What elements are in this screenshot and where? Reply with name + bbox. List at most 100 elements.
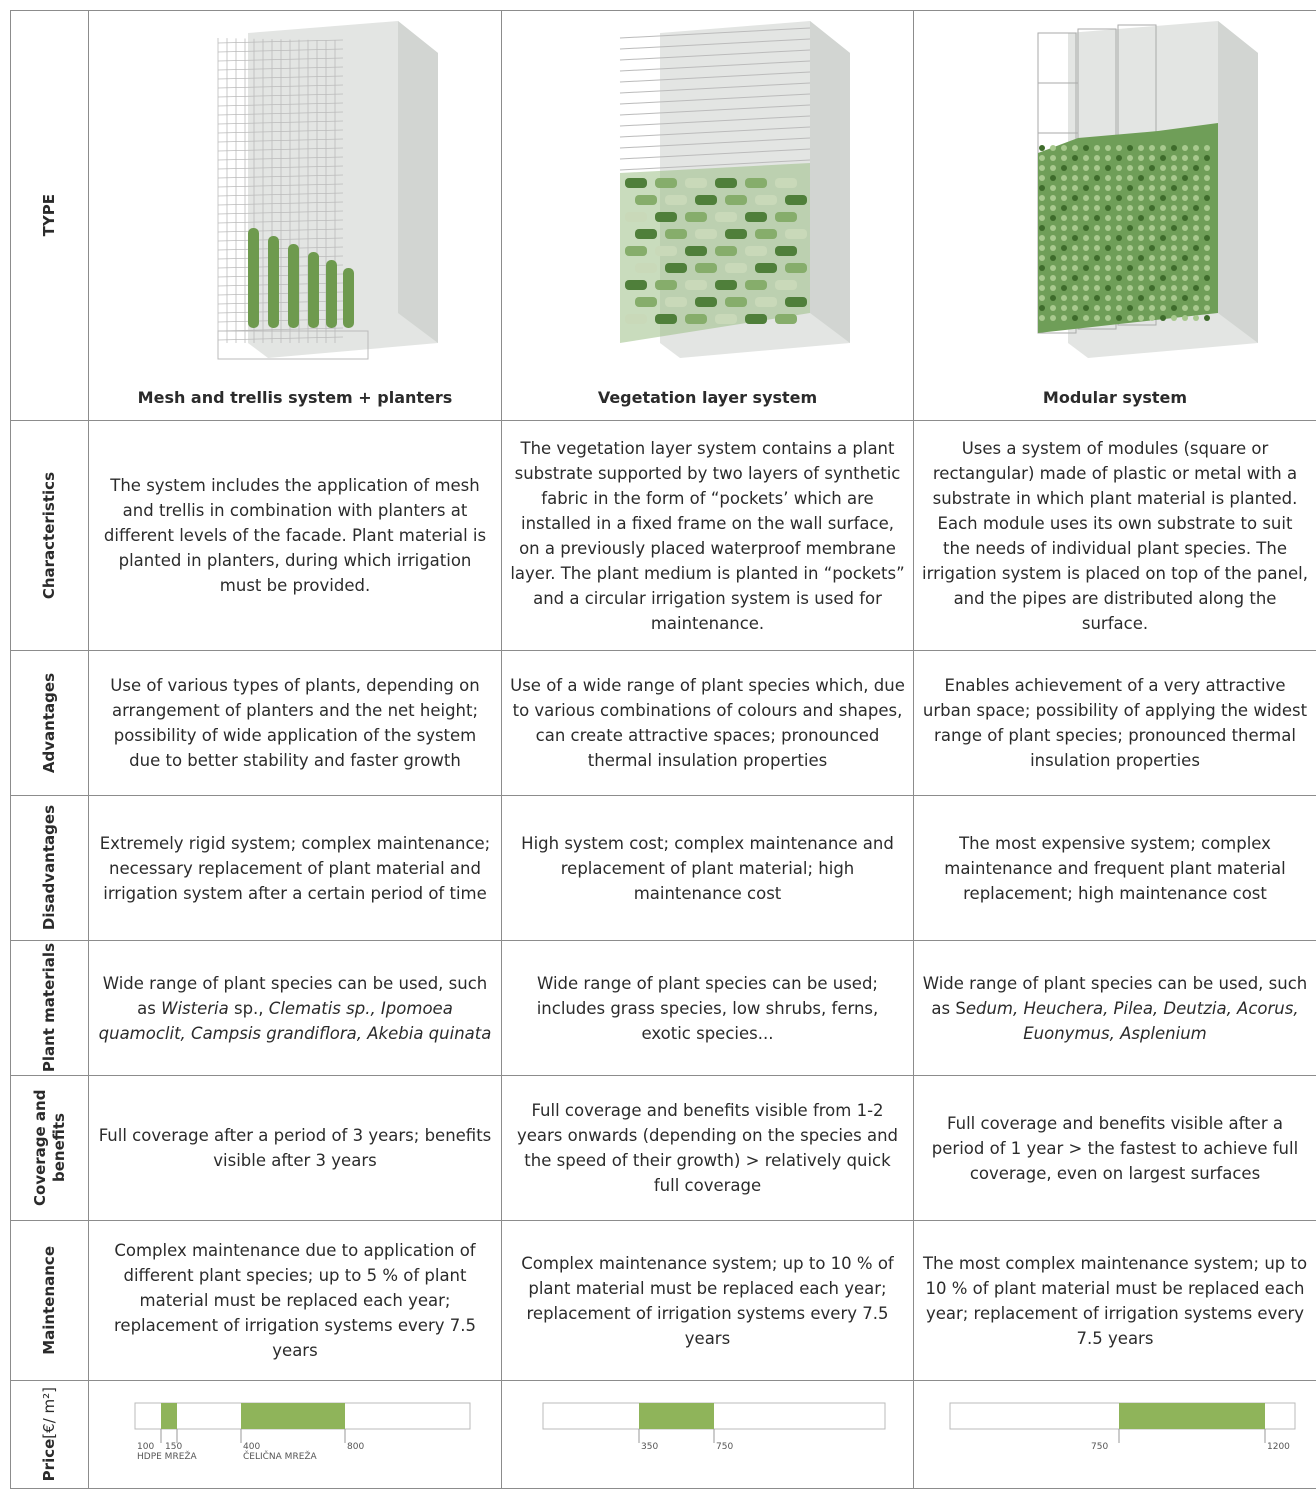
illustration-part xyxy=(1105,245,1111,251)
illustration-part xyxy=(1182,165,1188,171)
illustration-part xyxy=(1039,225,1045,231)
illustration-part xyxy=(1138,275,1144,281)
illustration xyxy=(918,13,1313,373)
illustration-part xyxy=(308,252,319,328)
illustration-part xyxy=(1116,175,1122,181)
illustration-part xyxy=(745,314,767,324)
illustration-part xyxy=(1193,145,1199,151)
illustration-part xyxy=(326,260,337,328)
row-label-cell: Characteristics xyxy=(11,421,89,651)
illustration-part xyxy=(1138,235,1144,241)
illustration-part xyxy=(1094,295,1100,301)
illustration-part xyxy=(1138,245,1144,251)
price-range xyxy=(1119,1403,1265,1429)
illustration-part xyxy=(1160,295,1166,301)
illustration-part xyxy=(1061,255,1067,261)
illustration-part xyxy=(1193,255,1199,261)
illustration-part xyxy=(1083,245,1089,251)
illustration-part xyxy=(1116,145,1122,151)
illustration-part xyxy=(1105,155,1111,161)
illustration-part xyxy=(810,21,850,343)
illustration-part xyxy=(1072,205,1078,211)
illustration-part xyxy=(1160,305,1166,311)
illustration-part xyxy=(1193,285,1199,291)
illustration-part xyxy=(1160,255,1166,261)
illustration-part xyxy=(1050,315,1056,321)
illustration-part xyxy=(785,263,807,273)
illustration-part xyxy=(1116,285,1122,291)
illustration-part xyxy=(1083,275,1089,281)
illustration-part xyxy=(1083,265,1089,271)
illustration xyxy=(98,13,493,373)
illustration-part xyxy=(1105,295,1111,301)
illustration-part xyxy=(1160,315,1166,321)
cell: Extremely rigid system; complex maintena… xyxy=(89,796,502,941)
illustration-part xyxy=(1149,155,1155,161)
illustration-part xyxy=(1116,235,1122,241)
illustration-part xyxy=(1083,285,1089,291)
illustration-part xyxy=(635,297,657,307)
illustration-part xyxy=(1105,235,1111,241)
illustration-part xyxy=(1160,205,1166,211)
illustration-part xyxy=(1193,295,1199,301)
illustration-part xyxy=(755,263,777,273)
illustration-part xyxy=(1138,145,1144,151)
text-run: sp., xyxy=(229,999,269,1018)
illustration-part xyxy=(1182,215,1188,221)
illustration-part xyxy=(625,178,647,188)
illustration-part xyxy=(1182,175,1188,181)
cell: Full coverage after a period of 3 years;… xyxy=(89,1076,502,1221)
row-label-cell: Disadvantages xyxy=(11,796,89,941)
illustration-part xyxy=(1116,305,1122,311)
illustration-part xyxy=(1160,285,1166,291)
illustration-part xyxy=(635,229,657,239)
illustration-part xyxy=(1094,285,1100,291)
illustration-part xyxy=(1083,235,1089,241)
illustration-part xyxy=(1182,295,1188,301)
illustration-part xyxy=(1138,175,1144,181)
illustration-part xyxy=(1127,165,1133,171)
illustration-part xyxy=(1061,265,1067,271)
illustration-part xyxy=(725,297,747,307)
illustration-part xyxy=(1160,145,1166,151)
system-name: Modular system xyxy=(914,380,1316,420)
illustration-part xyxy=(1039,195,1045,201)
illustration-part xyxy=(1094,165,1100,171)
illustration-part xyxy=(685,314,707,324)
illustration-part xyxy=(1061,315,1067,321)
illustration-part xyxy=(1204,265,1210,271)
illustration-part xyxy=(1105,175,1111,181)
illustration-part xyxy=(1193,305,1199,311)
illustration-part xyxy=(1105,225,1111,231)
system-name: Vegetation layer system xyxy=(502,380,913,420)
illustration-part xyxy=(1083,215,1089,221)
illustration-part xyxy=(1171,205,1177,211)
illustration-part xyxy=(1182,315,1188,321)
row-label-cell: TYPE xyxy=(11,11,89,421)
illustration-part xyxy=(1094,205,1100,211)
illustration-part xyxy=(1149,205,1155,211)
illustration-part xyxy=(1094,245,1100,251)
illustration xyxy=(510,13,905,373)
illustration-part xyxy=(1138,265,1144,271)
illustration-part xyxy=(685,178,707,188)
illustration-part xyxy=(1039,245,1045,251)
illustration-part xyxy=(1149,305,1155,311)
illustration-part xyxy=(1160,225,1166,231)
illustration-part xyxy=(1072,275,1078,281)
illustration-part xyxy=(665,229,687,239)
illustration-part xyxy=(1083,225,1089,231)
illustration-part xyxy=(1094,175,1100,181)
illustration-part xyxy=(1061,285,1067,291)
illustration-part xyxy=(665,195,687,205)
illustration-part xyxy=(1193,185,1199,191)
illustration-part xyxy=(1072,255,1078,261)
illustration-part xyxy=(1039,285,1045,291)
illustration-part xyxy=(755,195,777,205)
illustration-part xyxy=(1039,215,1045,221)
illustration-part xyxy=(785,297,807,307)
illustration-part xyxy=(1138,225,1144,231)
